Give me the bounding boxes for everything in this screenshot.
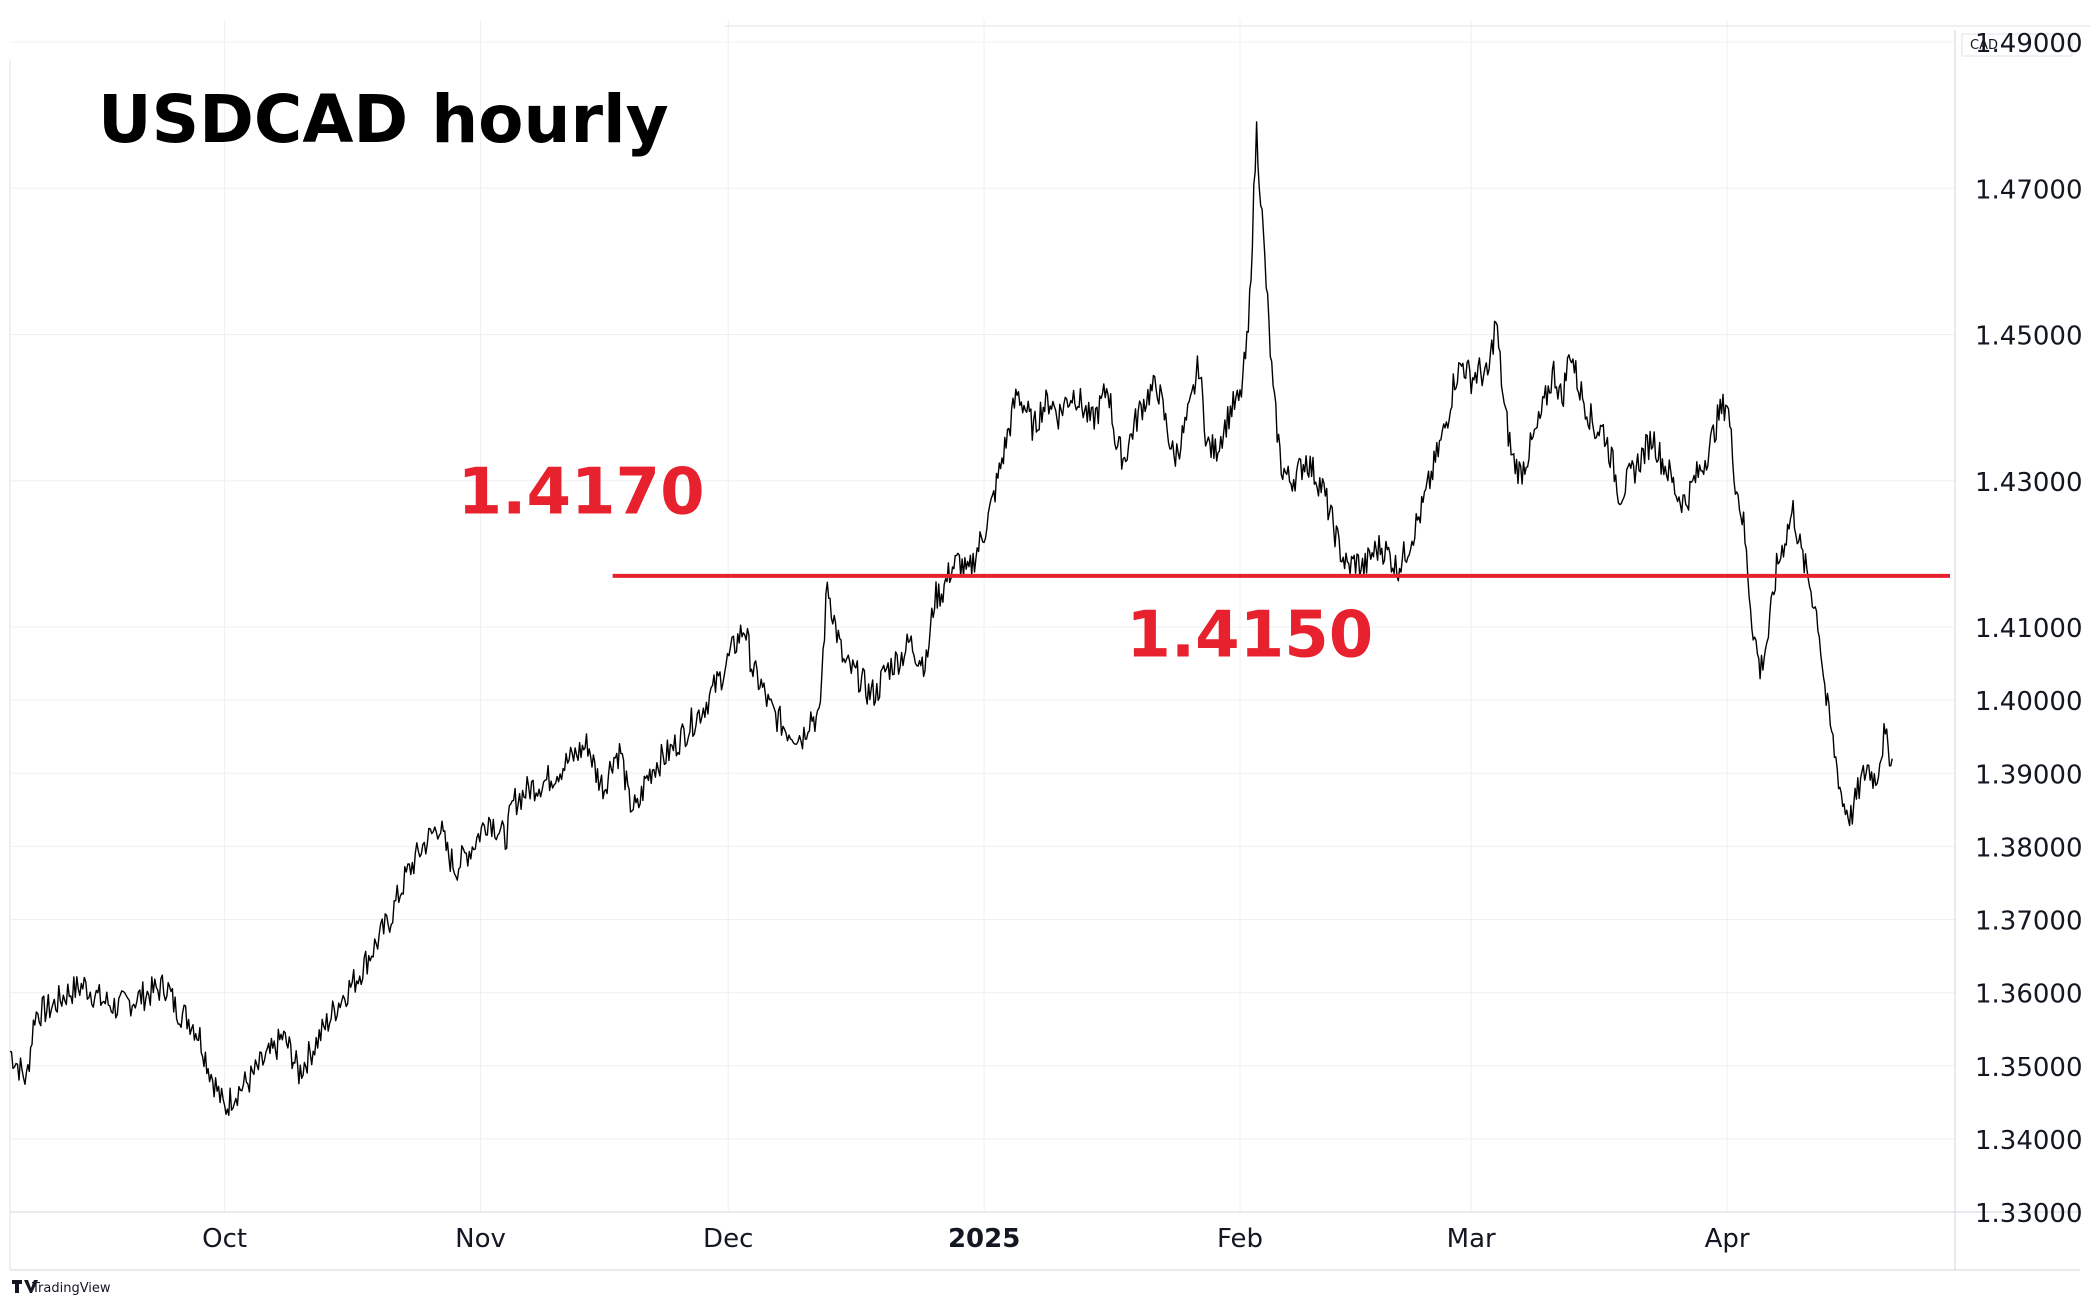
x-axis-ticks: Oct Nov Dec 2025 Feb Mar Apr xyxy=(202,1224,1750,1254)
y-tick-label: 1.38000 xyxy=(1975,833,2083,863)
annotation-label: 1.4150 xyxy=(1126,598,1373,672)
y-tick-label: 1.49000 xyxy=(1975,29,2083,59)
x-tick-label: Oct xyxy=(202,1224,247,1254)
brand-label: TradingView xyxy=(31,1281,111,1296)
tradingview-logo: TradingView xyxy=(12,1280,111,1296)
x-tick-label: Feb xyxy=(1217,1224,1263,1254)
y-tick-label: 1.43000 xyxy=(1975,468,2083,498)
annotations: 1.4170 1.4150 xyxy=(458,456,1374,673)
x-tick-label: 2025 xyxy=(948,1224,1020,1254)
price-line xyxy=(9,121,1893,1116)
currency-box xyxy=(1961,33,2073,57)
y-tick-label: 1.36000 xyxy=(1975,980,2083,1010)
annotation-label: 1.4170 xyxy=(458,456,705,530)
x-tick-label: Apr xyxy=(1705,1224,1750,1254)
y-tick-label: 1.37000 xyxy=(1975,907,2083,937)
chart-title: USDCAD hourly xyxy=(98,81,669,158)
y-tick-label: 1.40000 xyxy=(1975,687,2083,717)
x-tick-label: Mar xyxy=(1447,1224,1496,1254)
y-axis-ticks: 1.49000 1.47000 1.45000 1.43000 1.41000 1.400… xyxy=(1975,29,2083,1229)
x-tick-label: Dec xyxy=(703,1224,753,1254)
y-tick-label: 1.35000 xyxy=(1975,1053,2083,1083)
y-tick-label: 1.39000 xyxy=(1975,760,2083,790)
y-tick-label: 1.33000 xyxy=(1975,1199,2083,1229)
axes xyxy=(9,25,2090,1271)
y-tick-label: 1.47000 xyxy=(1975,175,2083,205)
tradingview-icon xyxy=(12,1280,38,1293)
price-series xyxy=(9,121,1893,1116)
y-tick-label: 1.45000 xyxy=(1975,322,2083,352)
currency-label: CAD xyxy=(1970,38,1998,53)
x-tick-label: Nov xyxy=(455,1224,506,1254)
y-tick-label: 1.41000 xyxy=(1975,614,2083,644)
y-tick-label: 1.34000 xyxy=(1975,1126,2083,1156)
